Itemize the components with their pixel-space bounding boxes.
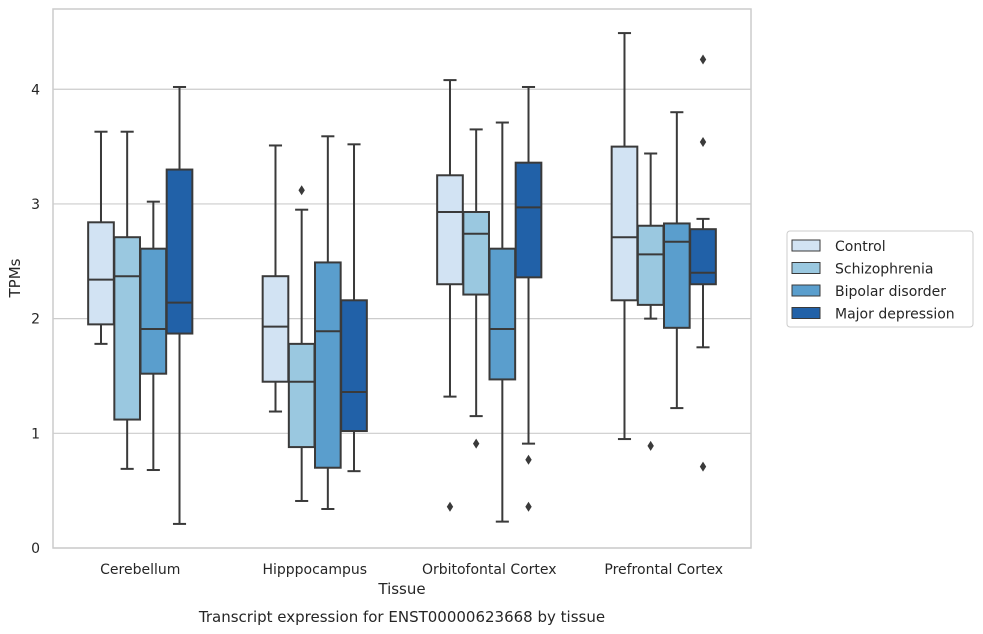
x-tick-labels: Cerebellum Hipppocampus Orbitofontal Corte… <box>100 562 723 578</box>
outlier-point <box>525 454 532 465</box>
box-iqr <box>610 145 639 302</box>
box <box>287 185 316 502</box>
y-tick-label: 3 <box>31 197 40 213</box>
plot-frame <box>52 8 752 549</box>
box <box>636 152 665 451</box>
y-tick-label: 4 <box>31 82 40 98</box>
chart-caption: Transcript expression for ENST0000062366… <box>198 608 605 626</box>
box <box>113 130 141 470</box>
outlier-point <box>647 440 654 451</box>
outlier-point <box>472 438 480 449</box>
x-tick-label: Orbitofontal Cortex <box>422 562 557 578</box>
box <box>663 111 691 410</box>
legend: Control Schizophrenia Bipolar disorder Majo… <box>786 230 974 328</box>
box-iqr <box>436 174 464 286</box>
box <box>610 32 639 441</box>
box-iqr <box>636 224 665 306</box>
legend-label: Major depression <box>835 307 955 323</box>
legend-swatch <box>791 262 821 274</box>
legend-label: Bipolar disorder <box>835 284 946 300</box>
box-iqr <box>261 275 290 383</box>
outlier-point <box>699 137 707 148</box>
box-iqr <box>689 228 717 286</box>
y-tick-label: 1 <box>31 426 40 442</box>
box-iqr <box>314 261 342 469</box>
box <box>689 54 717 472</box>
outlier-point <box>525 501 532 512</box>
box-iqr <box>165 168 194 335</box>
legend-swatch <box>791 307 821 319</box>
legend-frame <box>786 230 974 328</box>
box <box>462 128 490 449</box>
x-tick-label: Cerebellum <box>100 562 180 578</box>
box-iqr <box>139 247 168 375</box>
box-iqr <box>287 342 316 449</box>
box <box>165 85 194 525</box>
outlier-point <box>699 461 707 472</box>
y-tick-label: 2 <box>31 312 40 328</box>
y-tick-label: 0 <box>31 541 40 557</box>
outlier-point <box>446 501 454 512</box>
box-iqr <box>340 299 368 433</box>
box <box>139 200 168 472</box>
y-tick-labels: 0 1 2 3 4 <box>31 82 40 557</box>
box <box>340 143 368 473</box>
box <box>514 85 543 512</box>
x-tick-label: Prefrontal Cortex <box>604 562 723 578</box>
box <box>314 135 342 511</box>
box-iqr <box>87 221 115 326</box>
box-iqr <box>514 161 543 279</box>
x-axis-label: Tissue <box>377 580 425 598</box>
box-iqr <box>113 236 141 421</box>
box <box>436 79 464 512</box>
box-iqr <box>462 210 490 296</box>
box <box>87 130 115 345</box>
box-iqr <box>663 222 691 329</box>
legend-swatch <box>791 284 821 297</box>
legend-label: Control <box>835 239 886 255</box>
legend-label: Schizophrenia <box>835 262 933 278</box>
x-tick-label: Hipppocampus <box>262 562 367 578</box>
box <box>488 121 517 523</box>
y-axis-label: TPMs <box>6 258 24 298</box>
outlier-point <box>699 54 707 65</box>
box <box>261 144 290 413</box>
outlier-point <box>298 185 305 196</box>
legend-swatch <box>791 239 821 252</box>
box-series <box>87 32 717 525</box>
box-iqr <box>488 247 517 381</box>
